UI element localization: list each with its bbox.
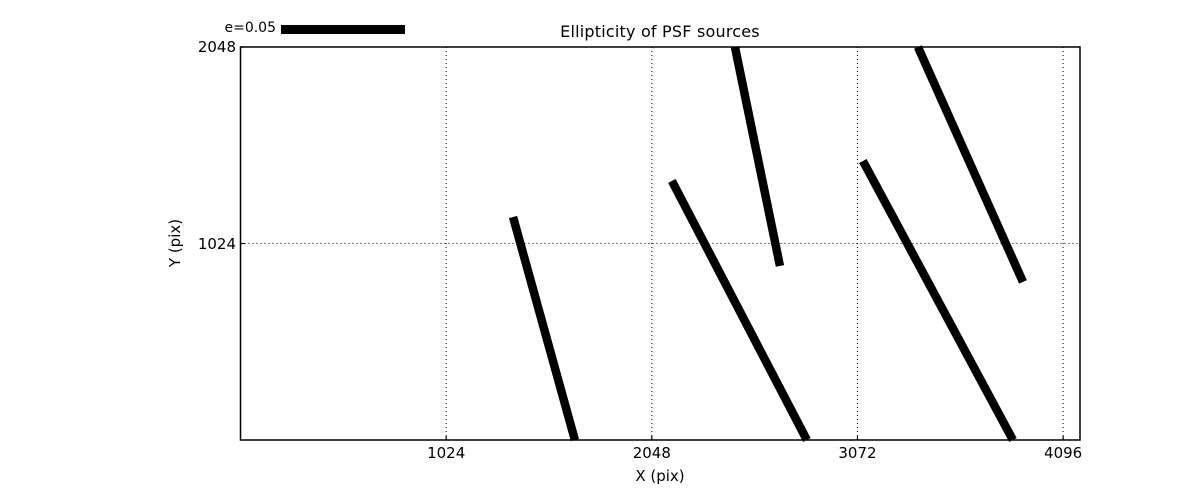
psf-ellipticity-whisker [668,178,811,442]
legend-key-bar [281,25,405,34]
legend-label: e=0.05 [224,20,276,36]
psf-ellipticity-whisker [859,158,1017,443]
x-axis-label: X (pix) [635,467,685,485]
psf-ellipticity-whisker [730,46,785,267]
x-tick-label: 2048 [632,444,671,462]
psf-ellipticity-whisker [914,45,1027,284]
y-tick-label: 2048 [197,38,236,56]
x-tick-label: 3072 [838,444,877,462]
y-tick-label: 1024 [197,234,236,253]
psf-ellipticity-whisker [508,215,579,442]
x-tick-label: 1024 [427,444,466,462]
plot-title: Ellipticity of PSF sources [560,22,760,41]
axes-frame [239,46,1081,441]
legend: e=0.05 [0,0,1200,40]
x-tick-label: 4096 [1044,444,1083,462]
